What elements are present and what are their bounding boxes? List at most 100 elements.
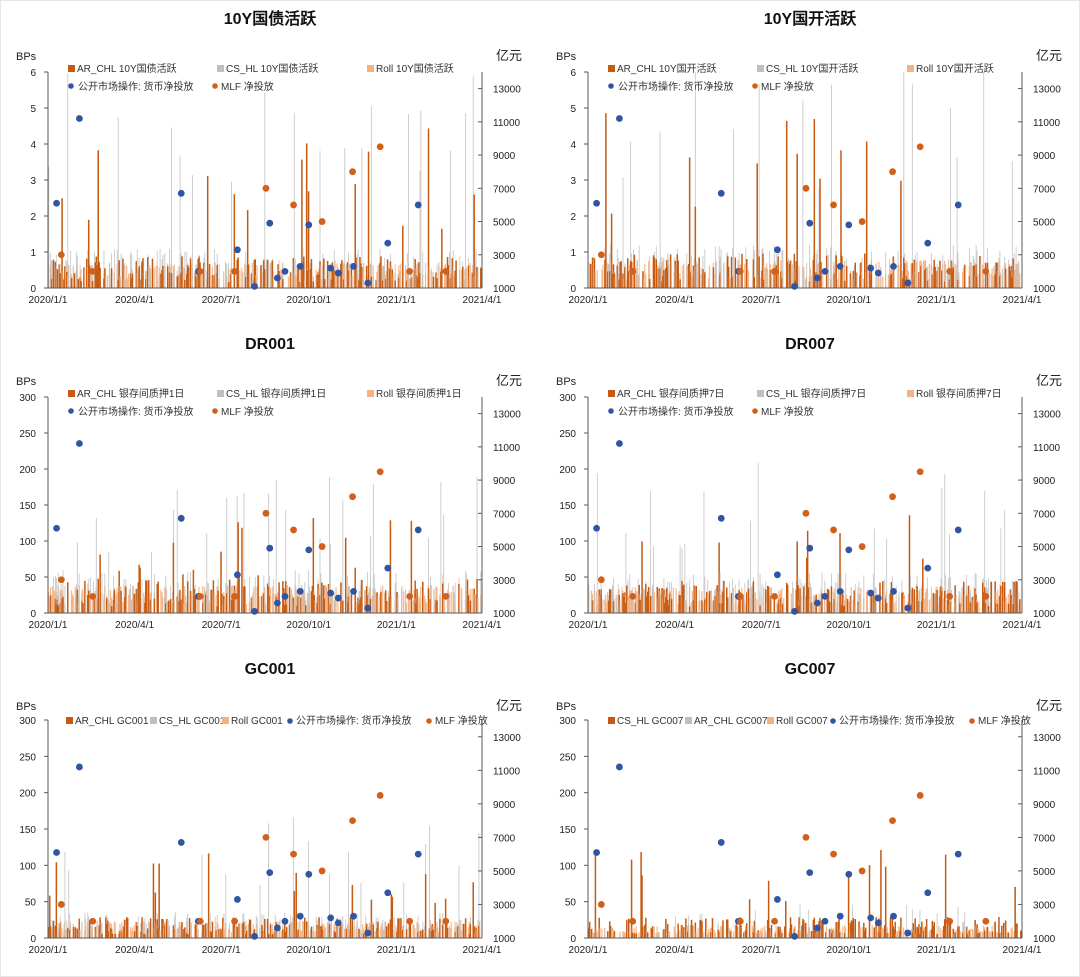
cs-hl-bar	[836, 582, 838, 613]
cs-hl-bar	[873, 528, 875, 613]
roll-bar	[962, 588, 964, 613]
cs-hl-bar	[409, 274, 411, 288]
ar-chl-bar	[386, 259, 389, 288]
ar-chl-bar	[457, 926, 459, 938]
roll-bar	[732, 931, 734, 938]
ar-chl-bar	[903, 263, 906, 288]
cs-hl-bar	[777, 926, 779, 938]
ar-chl-bar	[146, 580, 148, 613]
roll-bar	[230, 586, 232, 613]
cs-hl-bar	[966, 575, 968, 613]
ar-chl-bar	[72, 926, 75, 938]
x-tick-label: 2020/7/1	[202, 295, 241, 306]
cs-hl-bar	[919, 588, 921, 613]
roll-bar	[845, 594, 848, 613]
legend-swatch-ar-chl	[68, 390, 75, 397]
omo-net-point	[821, 917, 829, 925]
omo-net-point	[364, 604, 372, 612]
ar-chl-bar	[1011, 277, 1014, 288]
ar-chl-bar	[48, 926, 50, 938]
y-tick-label: 0	[570, 284, 576, 295]
y2-tick-label: 1000	[493, 934, 516, 945]
y2-tick-label: 11000	[1033, 118, 1061, 129]
mlf-net-point	[982, 592, 990, 600]
roll-bar	[300, 267, 302, 288]
ar-chl-bar	[752, 581, 755, 613]
cs-hl-bar	[241, 922, 243, 938]
cs-hl-bar	[892, 926, 895, 938]
cs-hl-bar	[123, 579, 125, 613]
roll-bar	[737, 926, 739, 938]
cs-hl-bar	[153, 574, 155, 613]
roll-bar	[48, 591, 50, 613]
ar-chl-bar	[882, 581, 884, 613]
ar-chl-bar	[630, 261, 633, 288]
cs-hl-bar	[645, 917, 647, 938]
cs-hl-bar	[333, 249, 335, 288]
roll-bar	[448, 926, 450, 938]
roll-bar	[765, 267, 767, 288]
cs-hl-bar	[647, 932, 649, 938]
omo-net-point	[874, 269, 882, 277]
ar-chl-bar	[68, 929, 71, 938]
roll-bar	[942, 587, 944, 613]
cs-hl-bar	[328, 272, 330, 288]
cs-hl-bar	[428, 537, 429, 613]
ar-chl-bar	[391, 896, 394, 938]
roll-bar	[271, 924, 273, 938]
cs-hl-bar	[689, 579, 691, 613]
cs-hl-bar	[686, 931, 689, 938]
legend-swatch-roll	[767, 717, 774, 724]
ar-chl-bar	[360, 263, 362, 288]
omo-net-point	[76, 440, 83, 447]
cs-hl-bar	[798, 917, 800, 938]
ar-chl-bar	[441, 228, 443, 288]
y-tick-label: 3	[570, 176, 576, 187]
cs-hl-bar	[412, 256, 414, 288]
omo-net-point	[327, 914, 335, 922]
roll-bar	[969, 928, 971, 938]
ar-chl-bar	[939, 260, 941, 288]
cs-hl-bar	[785, 900, 787, 938]
ar-chl-bar	[318, 917, 320, 938]
cs-hl-bar	[955, 264, 957, 288]
y2-axis-unit-label: 亿元	[1036, 373, 1062, 388]
ar-chl-bar	[678, 595, 680, 613]
omo-net-point	[296, 588, 304, 595]
cs-hl-bar	[148, 255, 150, 288]
roll-bar	[647, 260, 650, 288]
ar-chl-bar	[186, 274, 188, 288]
cs-hl-bar	[821, 920, 823, 938]
cs-hl-bar	[893, 929, 896, 938]
ar-chl-bar	[61, 198, 63, 288]
cs-hl-bar	[989, 583, 991, 613]
ar-chl-bar	[157, 928, 159, 938]
cs-hl-bar	[63, 924, 65, 938]
legend-label: MLF 净投放	[221, 80, 274, 93]
cs-hl-bar	[900, 917, 902, 938]
roll-bar	[643, 278, 645, 288]
ar-chl-bar	[231, 597, 234, 613]
cs-hl-bar	[264, 586, 266, 613]
ar-chl-bar	[146, 257, 149, 288]
ar-chl-bar	[271, 260, 274, 288]
roll-bar	[755, 932, 757, 938]
cs-hl-bar	[294, 570, 296, 613]
ar-chl-bar	[147, 580, 150, 613]
ar-chl-bar	[976, 602, 978, 613]
ar-chl-bar	[901, 592, 903, 613]
ar-chl-bar	[692, 600, 695, 613]
mlf-net-point	[89, 592, 97, 600]
roll-bar	[96, 598, 98, 613]
roll-bar	[438, 931, 440, 938]
cs-hl-bar	[71, 598, 73, 613]
ar-chl-bar	[657, 268, 659, 288]
x-tick-label: 2020/10/1	[827, 295, 872, 306]
legend-swatch-roll	[367, 65, 374, 72]
y-tick-label: 0	[570, 934, 576, 945]
roll-bar	[938, 926, 940, 938]
ar-chl-bar	[229, 274, 232, 288]
roll-bar	[737, 603, 739, 613]
chart-title: 10Y国债活跃	[224, 9, 317, 28]
cs-hl-bar	[1015, 923, 1017, 938]
